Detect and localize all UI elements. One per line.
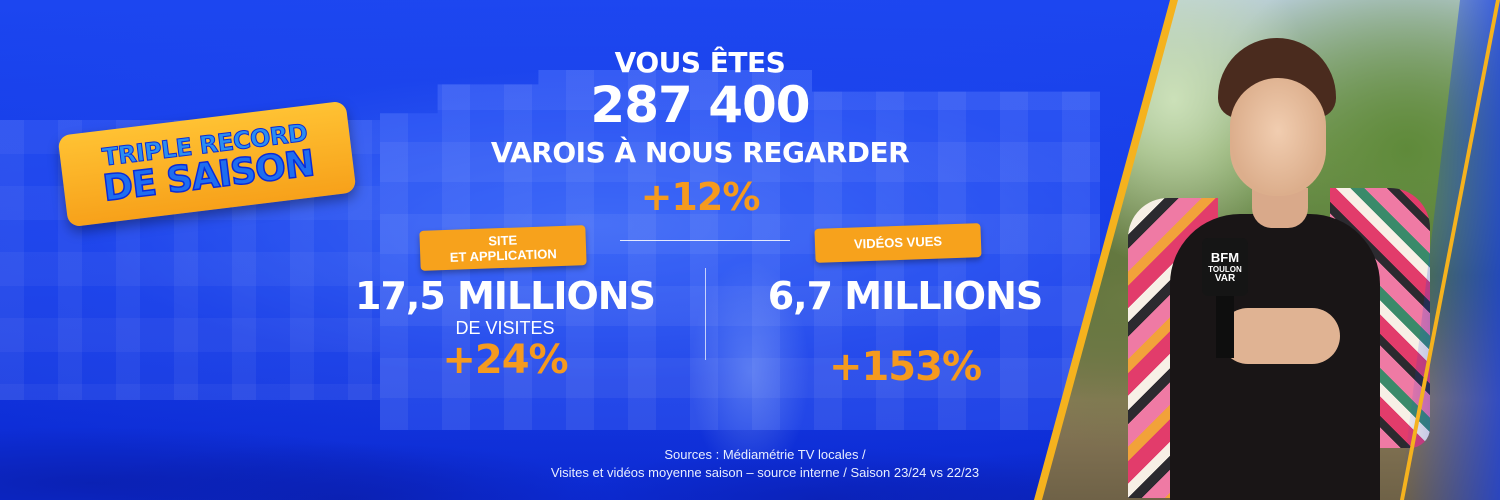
headline: VOUS ÊTES 287 400 VAROIS À NOUS REGARDER… xyxy=(450,46,950,219)
headline-number: 287 400 xyxy=(590,75,810,134)
videos-tag: VIDÉOS VUES xyxy=(814,223,982,263)
sources-line-2: Visites et vidéos moyenne saison – sourc… xyxy=(550,465,980,480)
site-app-tag: SITE ET APPLICATION xyxy=(419,225,587,271)
visits-change: +24% xyxy=(442,337,568,384)
vertical-divider xyxy=(705,268,706,360)
headline-change: +12% xyxy=(640,174,761,219)
visits-stat: 17,5 MILLIONS DE VISITES +24% xyxy=(345,274,665,384)
horizontal-divider xyxy=(620,240,790,241)
visits-subtitle: DE VISITES xyxy=(455,317,555,338)
reporter: BFM TOULON VAR xyxy=(1120,38,1440,500)
hands xyxy=(1220,308,1340,364)
background-palm-trees xyxy=(0,330,1140,500)
videos-stat: 6,7 MILLIONS +153% xyxy=(745,274,1065,390)
videos-change: +153% xyxy=(828,343,982,390)
sources-note: Sources : Médiamétrie TV locales / Visit… xyxy=(540,446,990,482)
face xyxy=(1230,78,1326,196)
headline-text: VAROIS À NOUS REGARDER xyxy=(490,136,910,170)
mic-city: TOULON xyxy=(1208,264,1242,274)
headline-intro: VOUS ÊTES xyxy=(614,46,786,79)
microphone-logo: BFM TOULON VAR xyxy=(1202,238,1248,296)
visits-value: 17,5 MILLIONS xyxy=(355,274,656,318)
videos-value: 6,7 MILLIONS xyxy=(767,274,1044,318)
mic-brand: BFM xyxy=(1210,249,1240,265)
microphone-handle xyxy=(1216,294,1234,358)
sources-line-1: Sources : Médiamétrie TV locales / xyxy=(664,447,866,462)
mic-region: VAR xyxy=(1214,272,1236,284)
